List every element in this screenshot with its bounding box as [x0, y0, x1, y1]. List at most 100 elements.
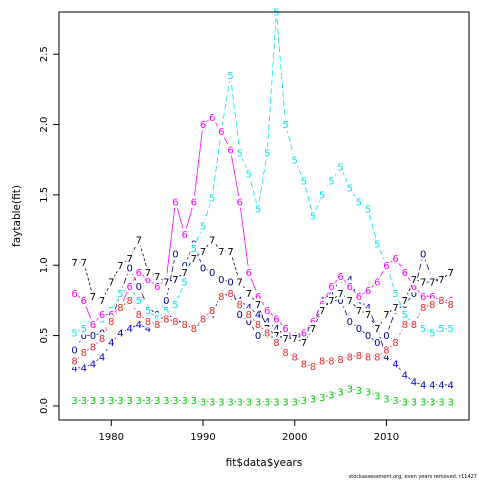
point-8-1981: 8: [117, 303, 123, 314]
point-8-1993: 8: [227, 289, 233, 300]
point-0-2014: 0: [420, 250, 426, 261]
point-bg: [171, 273, 179, 286]
point-bg: [428, 276, 436, 289]
point-bg: [135, 266, 143, 279]
point-bg: [401, 294, 409, 307]
point-0-2008: 0: [365, 331, 371, 342]
point-bg: [447, 266, 455, 279]
point-bg: [428, 395, 436, 408]
point-bg: [190, 195, 198, 208]
point-3-2003: 3: [319, 393, 325, 404]
point-3-1980: 3: [108, 396, 114, 407]
point-0-1991: 0: [209, 268, 215, 279]
point-bg: [107, 308, 115, 321]
y-tick-label-0: 0.0: [39, 398, 50, 414]
point-bg: [282, 395, 290, 408]
point-bg: [282, 332, 290, 345]
point-bg: [291, 153, 299, 166]
point-6-1994: 6: [237, 198, 243, 209]
point-bg: [126, 262, 134, 275]
point-bg: [346, 294, 354, 307]
point-bg: [144, 273, 152, 286]
point-bg: [116, 394, 124, 407]
point-5-1993: 5: [227, 71, 233, 82]
point-bg: [364, 385, 372, 398]
point-bg: [392, 287, 400, 300]
point-8-1998: 8: [273, 338, 279, 349]
point-8-1980: 8: [108, 317, 114, 328]
point-bg: [410, 376, 418, 389]
point-3-1994: 3: [237, 397, 243, 408]
point-bg: [419, 301, 427, 314]
point-7-1977: 7: [81, 258, 87, 269]
point-bg: [346, 350, 354, 363]
point-bg: [245, 315, 253, 328]
point-bg: [135, 318, 143, 331]
point-bg: [401, 308, 409, 321]
point-bg: [181, 394, 189, 407]
point-bg: [126, 322, 134, 335]
point-5-1996: 5: [255, 205, 261, 216]
point-bg: [71, 354, 79, 367]
point-6-2006: 6: [347, 282, 353, 293]
point-bg: [98, 332, 106, 345]
point-6-1989: 6: [191, 198, 197, 209]
point-bg: [410, 395, 418, 408]
point-bg: [245, 308, 253, 321]
point-6-1991: 6: [209, 113, 215, 124]
point-bg: [227, 245, 235, 258]
point-bg: [291, 350, 299, 363]
point-bg: [392, 336, 400, 349]
point-bg: [291, 332, 299, 345]
point-bg: [245, 301, 253, 314]
point-3-1981: 3: [117, 396, 123, 407]
point-6-1977: 6: [81, 296, 87, 307]
point-3-2015: 3: [429, 397, 435, 408]
point-bg: [318, 354, 326, 367]
point-7-1999: 7: [282, 334, 288, 345]
point-7-1986: 7: [163, 278, 169, 289]
point-bg: [135, 294, 143, 307]
point-bg: [337, 385, 345, 398]
point-4-2011: 4: [392, 359, 398, 370]
point-7-1993: 7: [227, 247, 233, 258]
point-bg: [89, 329, 97, 342]
point-bg: [327, 294, 335, 307]
point-3-1992: 3: [218, 397, 224, 408]
point-bg: [346, 181, 354, 194]
point-bg: [327, 354, 335, 367]
point-bg: [153, 270, 161, 283]
point-bg: [126, 294, 134, 307]
point-bg: [190, 394, 198, 407]
point-5-1986: 5: [163, 306, 169, 317]
point-bg: [309, 392, 317, 405]
point-0-1986: 0: [163, 296, 169, 307]
point-0-2007: 0: [356, 324, 362, 335]
point-bg: [254, 202, 262, 215]
point-5-1999: 5: [282, 120, 288, 131]
point-6-2005: 6: [337, 272, 343, 283]
point-4-1984: 4: [145, 324, 151, 335]
point-bg: [373, 322, 381, 335]
point-bg: [98, 350, 106, 363]
point-5-2006: 5: [347, 183, 353, 194]
point-3-2006: 3: [347, 385, 353, 396]
point-6-2007: 6: [356, 292, 362, 303]
point-8-1997: 8: [264, 328, 270, 339]
point-bg: [437, 395, 445, 408]
y-tick-label-5: 2.5: [39, 46, 50, 62]
point-bg: [428, 298, 436, 311]
point-bg: [236, 308, 244, 321]
point-bg: [144, 315, 152, 328]
point-bg: [199, 312, 207, 325]
point-bg: [80, 361, 88, 374]
point-8-2014: 8: [420, 303, 426, 314]
x-tick-label-1980: 1980: [99, 432, 124, 443]
point-bg: [309, 360, 317, 373]
point-3-1986: 3: [163, 396, 169, 407]
point-bg: [272, 329, 280, 342]
point-3-2014: 3: [420, 397, 426, 408]
point-bg: [199, 219, 207, 232]
point-bg: [428, 326, 436, 339]
